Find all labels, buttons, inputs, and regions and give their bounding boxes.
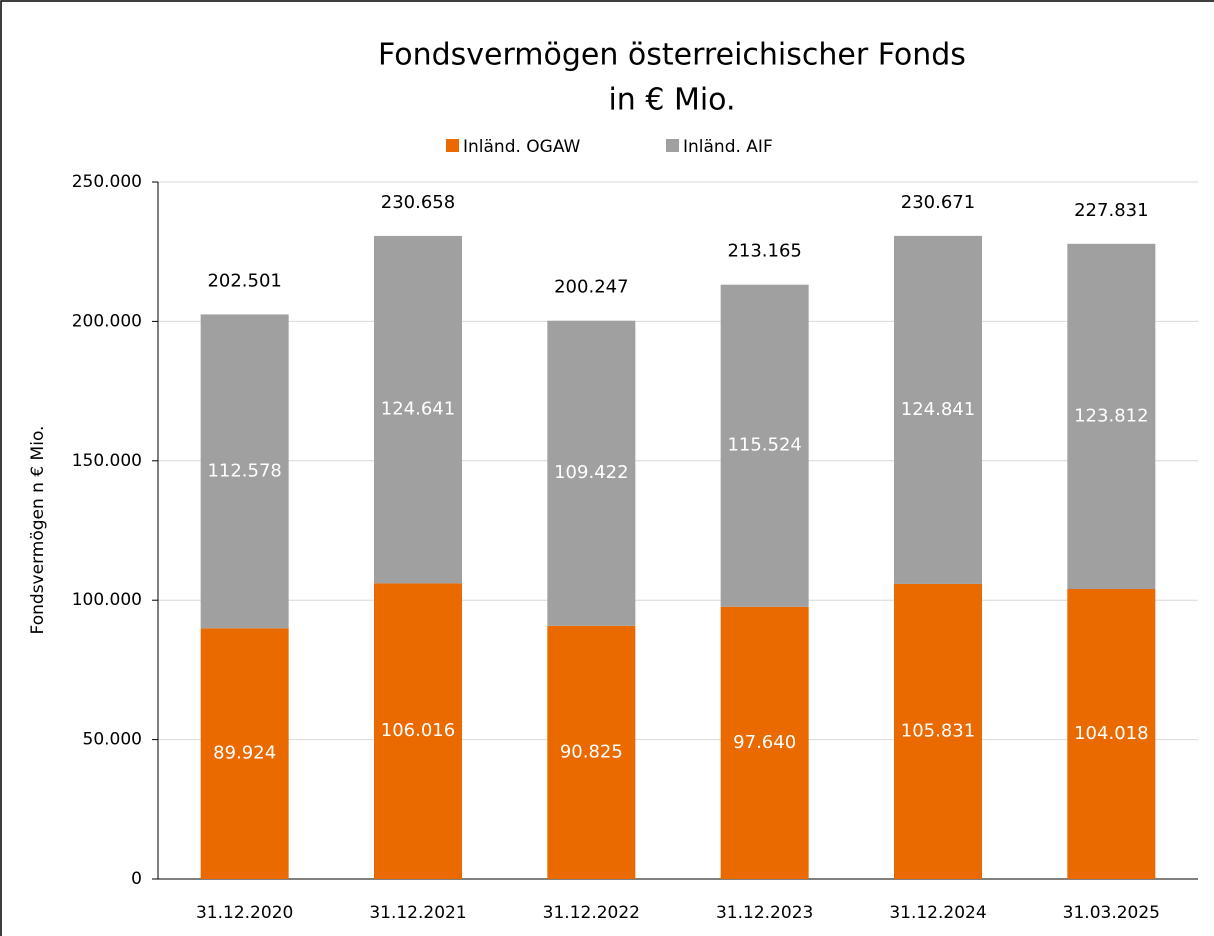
bar-segment [200,314,289,629]
data-label: 112.578 [207,460,281,481]
data-label: 115.524 [727,435,801,456]
y-tick-label: 50.000 [83,730,142,750]
data-label: 123.812 [1074,405,1148,426]
bar-segment [547,625,636,879]
x-tick-label: 31.12.2021 [369,903,466,923]
data-label: 104.018 [1074,723,1148,744]
data-label: 90.825 [560,741,623,762]
y-tick-label: 200.000 [72,311,142,331]
bar-segment [200,628,289,879]
x-tick-label: 31.12.2020 [196,903,293,923]
bar-segment [720,284,809,607]
bar-segment [720,606,809,879]
legend-swatch [446,139,459,152]
y-tick-label: 0 [131,869,142,889]
total-label: 202.501 [207,270,281,291]
legend-swatch [666,139,679,152]
x-tick-label: 31.12.2024 [889,903,986,923]
total-label: 230.671 [901,192,975,213]
data-label: 124.841 [901,399,975,420]
chart-title: Fondsvermögen österreichischer Fonds [378,38,966,73]
total-label: 230.658 [381,192,455,213]
y-axis-label: Fondsvermögen n € Mio. [28,426,48,635]
data-label: 106.016 [381,720,455,741]
y-tick-label: 100.000 [72,590,142,610]
data-label: 97.640 [733,732,796,753]
legend-label: Inländ. OGAW [463,137,581,157]
x-tick-label: 31.12.2023 [716,903,813,923]
bar-segment [894,235,982,584]
data-label: 124.641 [381,399,455,420]
total-label: 200.247 [554,277,628,298]
data-label: 89.924 [213,743,276,764]
bar-segment [547,320,636,626]
bar-segment [1067,243,1156,589]
bar-segment [1067,588,1156,879]
x-tick-label: 31.03.2025 [1063,903,1160,923]
bar-segment [894,583,982,879]
x-tick-label: 31.12.2022 [543,903,640,923]
legend-label: Inländ. AIF [683,137,773,157]
y-tick-label: 250.000 [72,172,142,192]
data-label: 105.831 [901,720,975,741]
total-label: 213.165 [727,241,801,262]
total-label: 227.831 [1074,200,1148,221]
data-label: 109.422 [554,462,628,483]
bar-segment [374,235,462,584]
bar-segment [374,583,462,879]
y-tick-label: 150.000 [72,451,142,471]
chart-title: in € Mio. [608,83,735,118]
